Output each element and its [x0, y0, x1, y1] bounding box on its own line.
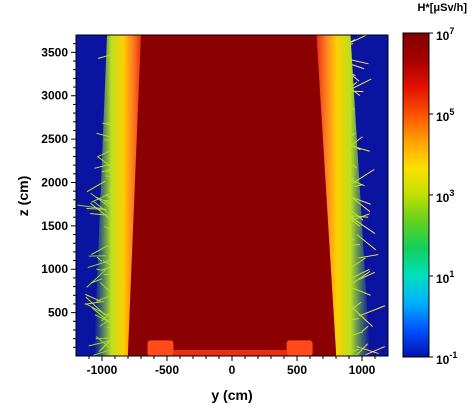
x-axis-title: y (cm)	[211, 387, 252, 403]
x-tick-label: 500	[287, 363, 307, 377]
plot-area	[76, 35, 388, 356]
x-tick-label: 0	[229, 363, 236, 377]
left-gradient-band	[94, 35, 143, 356]
right-gradient-band	[314, 35, 370, 356]
colorbar-ticks: 107 105 103 101 10-1	[429, 26, 457, 367]
colorbar-tick-label: 107	[436, 26, 454, 43]
y-axis-title: z (cm)	[15, 176, 31, 216]
y-tick-label: 2500	[41, 132, 68, 146]
colorbar-tick-label: 103	[436, 188, 454, 205]
colorbar-tick-label: 10-1	[436, 350, 457, 367]
floor-hot-spots	[147, 340, 313, 356]
y-tick-label: 500	[48, 306, 68, 320]
colorbar-title: H*[μSv/h]	[417, 2, 467, 14]
x-tick-label: 1000	[349, 363, 376, 377]
floor-hot-spot	[286, 340, 313, 356]
y-tick-label: 2000	[41, 175, 68, 189]
y-tick-label: 1500	[41, 219, 68, 233]
y-axis-ticks: 500 1000 1500 2000 2500 3000 3500	[41, 43, 76, 348]
colorbar-tick-label: 101	[436, 269, 454, 286]
x-tick-label: -500	[155, 363, 179, 377]
y-tick-label: 1000	[41, 262, 68, 276]
x-axis-ticks: -1000 -500 0 500 1000	[87, 356, 376, 377]
floor-hot-strip	[173, 349, 287, 356]
colorbar	[402, 32, 430, 358]
central-high-dose-zone	[128, 35, 336, 356]
x-tick-label: -1000	[87, 363, 118, 377]
y-tick-label: 3500	[41, 45, 68, 59]
floor-hot-spot	[147, 340, 174, 356]
y-tick-label: 3000	[41, 89, 68, 103]
colorbar-tick-label: 105	[436, 107, 454, 124]
